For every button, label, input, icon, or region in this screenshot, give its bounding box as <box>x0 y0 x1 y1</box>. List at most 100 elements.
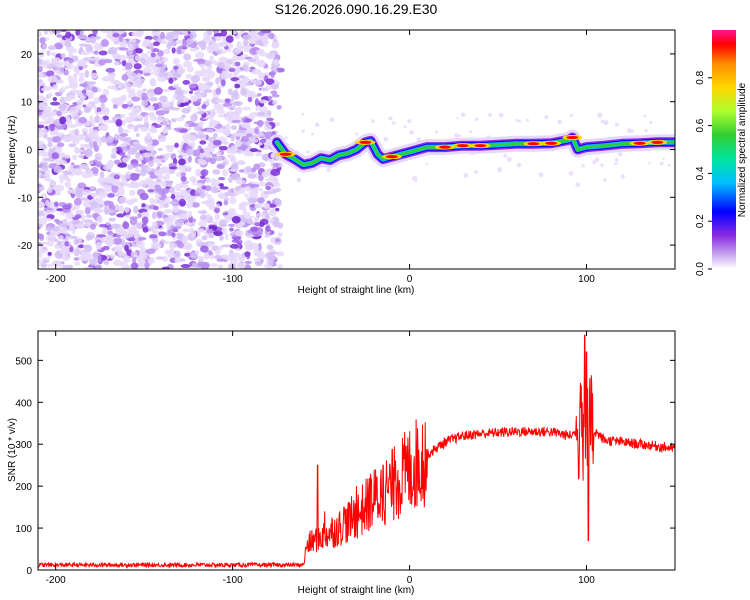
spectrogram-noise-cell <box>259 218 269 226</box>
spectrogram-noise-cell <box>87 132 97 138</box>
spectrogram-noise-cell <box>81 171 90 179</box>
spectrogram-speckle <box>506 157 512 162</box>
spectrogram-noise-cell <box>175 39 183 45</box>
spectrogram-noise-cell <box>160 153 169 161</box>
spectrogram-y-tick-label: 20 <box>21 50 33 61</box>
spectrogram-noise-cell <box>200 43 207 51</box>
spectrogram-noise-cell <box>98 50 108 56</box>
spectrogram-noise-cell <box>199 192 205 199</box>
spectrogram-noise-cell <box>38 58 43 66</box>
spectrogram-noise-cell <box>43 30 50 33</box>
spectrogram-y-tick-label: 10 <box>21 98 33 109</box>
spectrogram-noise-cell <box>204 150 211 159</box>
spectrogram-noise-cell <box>165 121 171 125</box>
spectrogram-speckle <box>416 137 422 142</box>
spectrogram-noise-cell <box>157 147 164 152</box>
spectrogram-noise-cell <box>198 121 204 127</box>
spectrogram-noise-cell <box>107 76 115 82</box>
spectrogram-noise-cell <box>234 149 241 153</box>
spectrogram-content <box>38 30 675 269</box>
spectrogram-noise-cell <box>131 224 137 232</box>
spectrogram-speckle <box>468 130 473 134</box>
spectrogram-noise-cell <box>230 125 238 130</box>
spectrogram-noise-cell <box>181 235 188 242</box>
spectrogram-noise-cell <box>86 91 95 100</box>
spectrogram-noise-cell <box>149 114 157 122</box>
spectrogram-noise-cell <box>254 151 263 157</box>
spectrogram-noise-cell <box>187 210 192 219</box>
spectrogram-speckle <box>544 114 549 120</box>
spectrogram-noise-cell <box>218 42 228 46</box>
spectrogram-noise-cell <box>70 189 76 195</box>
spectrogram-noise-cell <box>38 30 42 38</box>
spectrogram-noise-cell <box>44 210 54 214</box>
spectrogram-noise-cell <box>177 149 182 154</box>
spectrogram-noise-cell <box>45 226 52 232</box>
spectrogram-noise-cell <box>59 116 67 125</box>
spectrogram-noise-cell <box>268 32 275 40</box>
spectrogram-noise-cell <box>42 43 47 50</box>
spectrogram-noise-cell <box>73 261 81 266</box>
spectrogram-noise-cell <box>270 236 276 244</box>
spectrogram-noise-cell <box>72 168 83 176</box>
spectrogram-noise-cell <box>201 235 208 241</box>
spectrogram-noise-cell <box>182 60 193 68</box>
spectrogram-speckle <box>463 172 469 178</box>
snr-y-tick-label: 200 <box>15 482 32 493</box>
spectrogram-noise-cell <box>234 115 243 121</box>
spectrogram-speckle <box>456 117 459 120</box>
spectrogram-noise-cell <box>82 244 92 249</box>
spectrogram-noise-cell <box>148 160 154 167</box>
spectrogram-noise-cell <box>189 31 197 39</box>
spectrogram-noise-cell <box>38 183 43 188</box>
spectrogram-noise-cell <box>225 123 231 132</box>
spectrogram-noise-cell <box>187 155 192 163</box>
spectrogram-noise-cell <box>135 78 145 82</box>
spectrogram-noise-cell <box>62 170 73 176</box>
spectrogram-speckle <box>620 174 625 179</box>
spectrogram-noise-cell <box>41 164 49 172</box>
spectrogram-noise-cell <box>277 264 284 269</box>
spectrogram-noise-cell <box>91 121 96 128</box>
spectrogram-noise-cell <box>162 118 167 127</box>
spectrogram-noise-cell <box>233 101 243 106</box>
spectrogram-noise-cell <box>146 132 151 141</box>
spectrogram-noise-cell <box>199 262 209 269</box>
spectrogram-noise-cell <box>134 143 142 149</box>
spectrogram-noise-cell <box>191 202 200 208</box>
spectrogram-noise-cell <box>183 53 192 61</box>
spectrogram-noise-cell <box>250 34 261 41</box>
spectrogram-noise-cell <box>270 168 281 177</box>
spectrogram-noise-cell <box>231 61 237 68</box>
spectrogram-noise-cell <box>271 59 277 64</box>
spectrogram-noise-cell <box>79 72 85 79</box>
spectrogram-speckle <box>557 119 562 125</box>
spectrogram-noise-cell <box>116 234 122 238</box>
spectrogram-noise-cell <box>54 201 59 207</box>
spectrogram-noise-cell <box>137 254 148 262</box>
spectrogram-noise-cell <box>134 166 139 173</box>
spectrogram-noise-cell <box>157 163 163 167</box>
spectrogram-noise-cell <box>257 72 265 79</box>
spectrogram-noise-cell <box>151 242 159 249</box>
snr-panel: -200 -100 0 100 0 100 200 300 400 500 Height of … <box>7 330 676 596</box>
spectrogram-noise-cell <box>97 255 102 262</box>
spectrogram-x-tick-label: 100 <box>578 274 595 285</box>
spectrogram-noise-cell <box>77 182 87 189</box>
spectrogram-noise-cell <box>51 152 60 160</box>
spectrogram-speckle <box>515 118 519 122</box>
spectrogram-noise-cell <box>78 65 83 71</box>
spectrogram-noise-cell <box>203 85 212 89</box>
spectrogram-noise-cell <box>234 230 245 237</box>
spectrogram-noise-cell <box>186 195 197 203</box>
spectrogram-noise-cell <box>145 144 155 152</box>
spectrogram-noise-cell <box>112 237 123 245</box>
spectrogram-noise-cell <box>122 221 130 230</box>
spectrogram-noise-cell <box>225 35 234 43</box>
spectrogram-noise-cell <box>246 133 253 137</box>
spectrogram-noise-cell <box>93 115 101 124</box>
spectrogram-noise-cell <box>125 214 132 219</box>
spectrogram-noise-cell <box>197 110 205 115</box>
spectrogram-noise-cell <box>118 35 124 43</box>
spectrogram-noise-cell <box>145 56 154 64</box>
